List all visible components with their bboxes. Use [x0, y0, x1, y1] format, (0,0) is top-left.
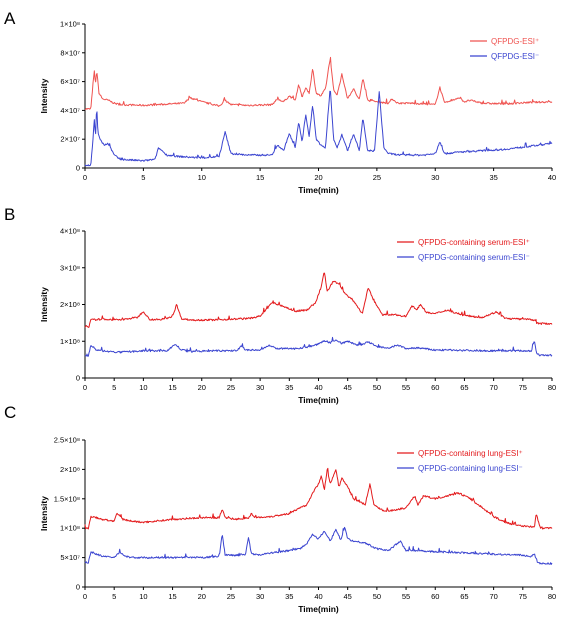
panel-a-legend-label-1: QFPDG-ESI⁺ [491, 37, 539, 46]
panel-b-x-tick-label: 5 [112, 383, 116, 392]
panel-a-x-tick-label: 5 [141, 173, 145, 182]
panel-b-y-tick-label: 0 [76, 374, 80, 383]
panel-c-series-line-2 [84, 526, 553, 565]
panel-b-y-tick-label: 1×10⁸ [60, 337, 80, 346]
panel-c-y-tick-label: 1.5×10⁸ [54, 494, 80, 503]
panel-b-x-tick-label: 30 [256, 383, 264, 392]
panel-c-x-tick-label: 75 [519, 592, 527, 601]
panel-c-x-tick-label: 30 [256, 592, 264, 601]
panel-c-y-tick-label: 2.5×10⁸ [54, 436, 80, 445]
panel-a-x-tick-label: 40 [548, 173, 556, 182]
panel-b-x-axis-title: Time(min) [298, 395, 339, 405]
panel-c-x-tick-label: 70 [489, 592, 497, 601]
panel-c-x-tick-label: 65 [460, 592, 468, 601]
panel-c-x-tick-label: 0 [83, 592, 87, 601]
panel-c-y-tick-label: 2×10⁸ [60, 465, 80, 474]
panel-b-x-tick-label: 0 [83, 383, 87, 392]
panel-c-x-tick-label: 60 [431, 592, 439, 601]
panel-a-y-tick-label: 0 [76, 164, 80, 173]
panel-a-x-tick-label: 15 [256, 173, 264, 182]
panel-c-x-tick-label: 50 [373, 592, 381, 601]
panel-a-y-tick-label: 8×10⁷ [60, 48, 80, 57]
panel-b-x-tick-label: 25 [227, 383, 235, 392]
panel-c-x-tick-label: 55 [402, 592, 410, 601]
panel-b-x-tick-label: 10 [139, 383, 147, 392]
panel-a-x-tick-label: 30 [431, 173, 439, 182]
panel-b-series-line-1 [84, 272, 553, 328]
panel-b-x-tick-label: 60 [431, 383, 439, 392]
panel-c-series-line-1 [84, 467, 553, 530]
panel-c-y-axis-title: Intensity [39, 496, 49, 531]
panel-c-y-tick-label: 1×10⁸ [60, 524, 80, 533]
panel-a-legend-label-2: QFPDG-ESI⁻ [491, 52, 539, 61]
panel-a-x-tick-label: 10 [198, 173, 206, 182]
panel-a-x-axis-title: Time(min) [298, 185, 339, 195]
panel-b-x-tick-label: 20 [198, 383, 206, 392]
panel-b-y-tick-label: 3×10⁸ [60, 263, 80, 272]
panel-c-letter: C [4, 403, 16, 422]
panel-b-x-tick-label: 45 [344, 383, 352, 392]
panel-a-x-tick-label: 0 [83, 173, 87, 182]
panel-a-x-tick-label: 25 [373, 173, 381, 182]
panel-b-x-tick-label: 35 [285, 383, 293, 392]
panel-c-x-axis-title: Time(min) [298, 604, 339, 614]
panel-b-y-axis-title: Intensity [39, 287, 49, 322]
panel-a-x-tick-label: 35 [489, 173, 497, 182]
panel-a-y-axis-title: Intensity [39, 78, 49, 113]
panel-a-series-line-1 [84, 56, 553, 111]
panel-b-letter: B [4, 205, 15, 224]
panel-a-y-tick-label: 4×10⁷ [60, 106, 80, 115]
panel-b-x-tick-label: 50 [373, 383, 381, 392]
panel-c-x-tick-label: 80 [548, 592, 556, 601]
panel-c-x-tick-label: 10 [139, 592, 147, 601]
panel-c-x-tick-label: 40 [314, 592, 322, 601]
panel-c-y-tick-label: 5×10⁷ [60, 553, 80, 562]
panel-b-series-line-2 [84, 336, 553, 357]
panel-c-x-tick-label: 25 [227, 592, 235, 601]
panel-b-y-tick-label: 4×10⁸ [60, 227, 80, 236]
panel-b-legend-label-2: QFPDG-containing serum-ESI⁻ [418, 253, 530, 262]
panel-b-x-tick-label: 70 [489, 383, 497, 392]
panel-c-x-tick-label: 15 [168, 592, 176, 601]
panel-c-y-tick-label: 0 [76, 583, 80, 592]
panel-b-y-tick-label: 2×10⁸ [60, 300, 80, 309]
panel-c-x-tick-label: 5 [112, 592, 116, 601]
panel-a-y-tick-label: 1×10⁸ [60, 20, 80, 29]
panel-b-x-tick-label: 75 [519, 383, 527, 392]
panel-c-legend-label-2: QFPDG-containing lung-ESI⁻ [418, 464, 523, 473]
panel-c-x-tick-label: 35 [285, 592, 293, 601]
panel-a-x-tick-label: 20 [314, 173, 322, 182]
panel-b-legend-label-1: QFPDG-containing serum-ESI⁺ [418, 238, 530, 247]
panel-a-letter: A [4, 9, 16, 28]
panel-a-y-tick-label: 6×10⁷ [60, 77, 80, 86]
panel-b-x-tick-label: 80 [548, 383, 556, 392]
panel-b-x-tick-label: 65 [460, 383, 468, 392]
panel-a-series-line-2 [84, 90, 553, 167]
panel-b-x-tick-label: 55 [402, 383, 410, 392]
panel-b-x-tick-label: 40 [314, 383, 322, 392]
panel-a-y-tick-label: 2×10⁷ [60, 135, 80, 144]
panel-c-legend-label-1: QFPDG-containing lung-ESI⁺ [418, 449, 523, 458]
panel-b-x-tick-label: 15 [168, 383, 176, 392]
panel-c-x-tick-label: 20 [198, 592, 206, 601]
panel-c-x-tick-label: 45 [344, 592, 352, 601]
